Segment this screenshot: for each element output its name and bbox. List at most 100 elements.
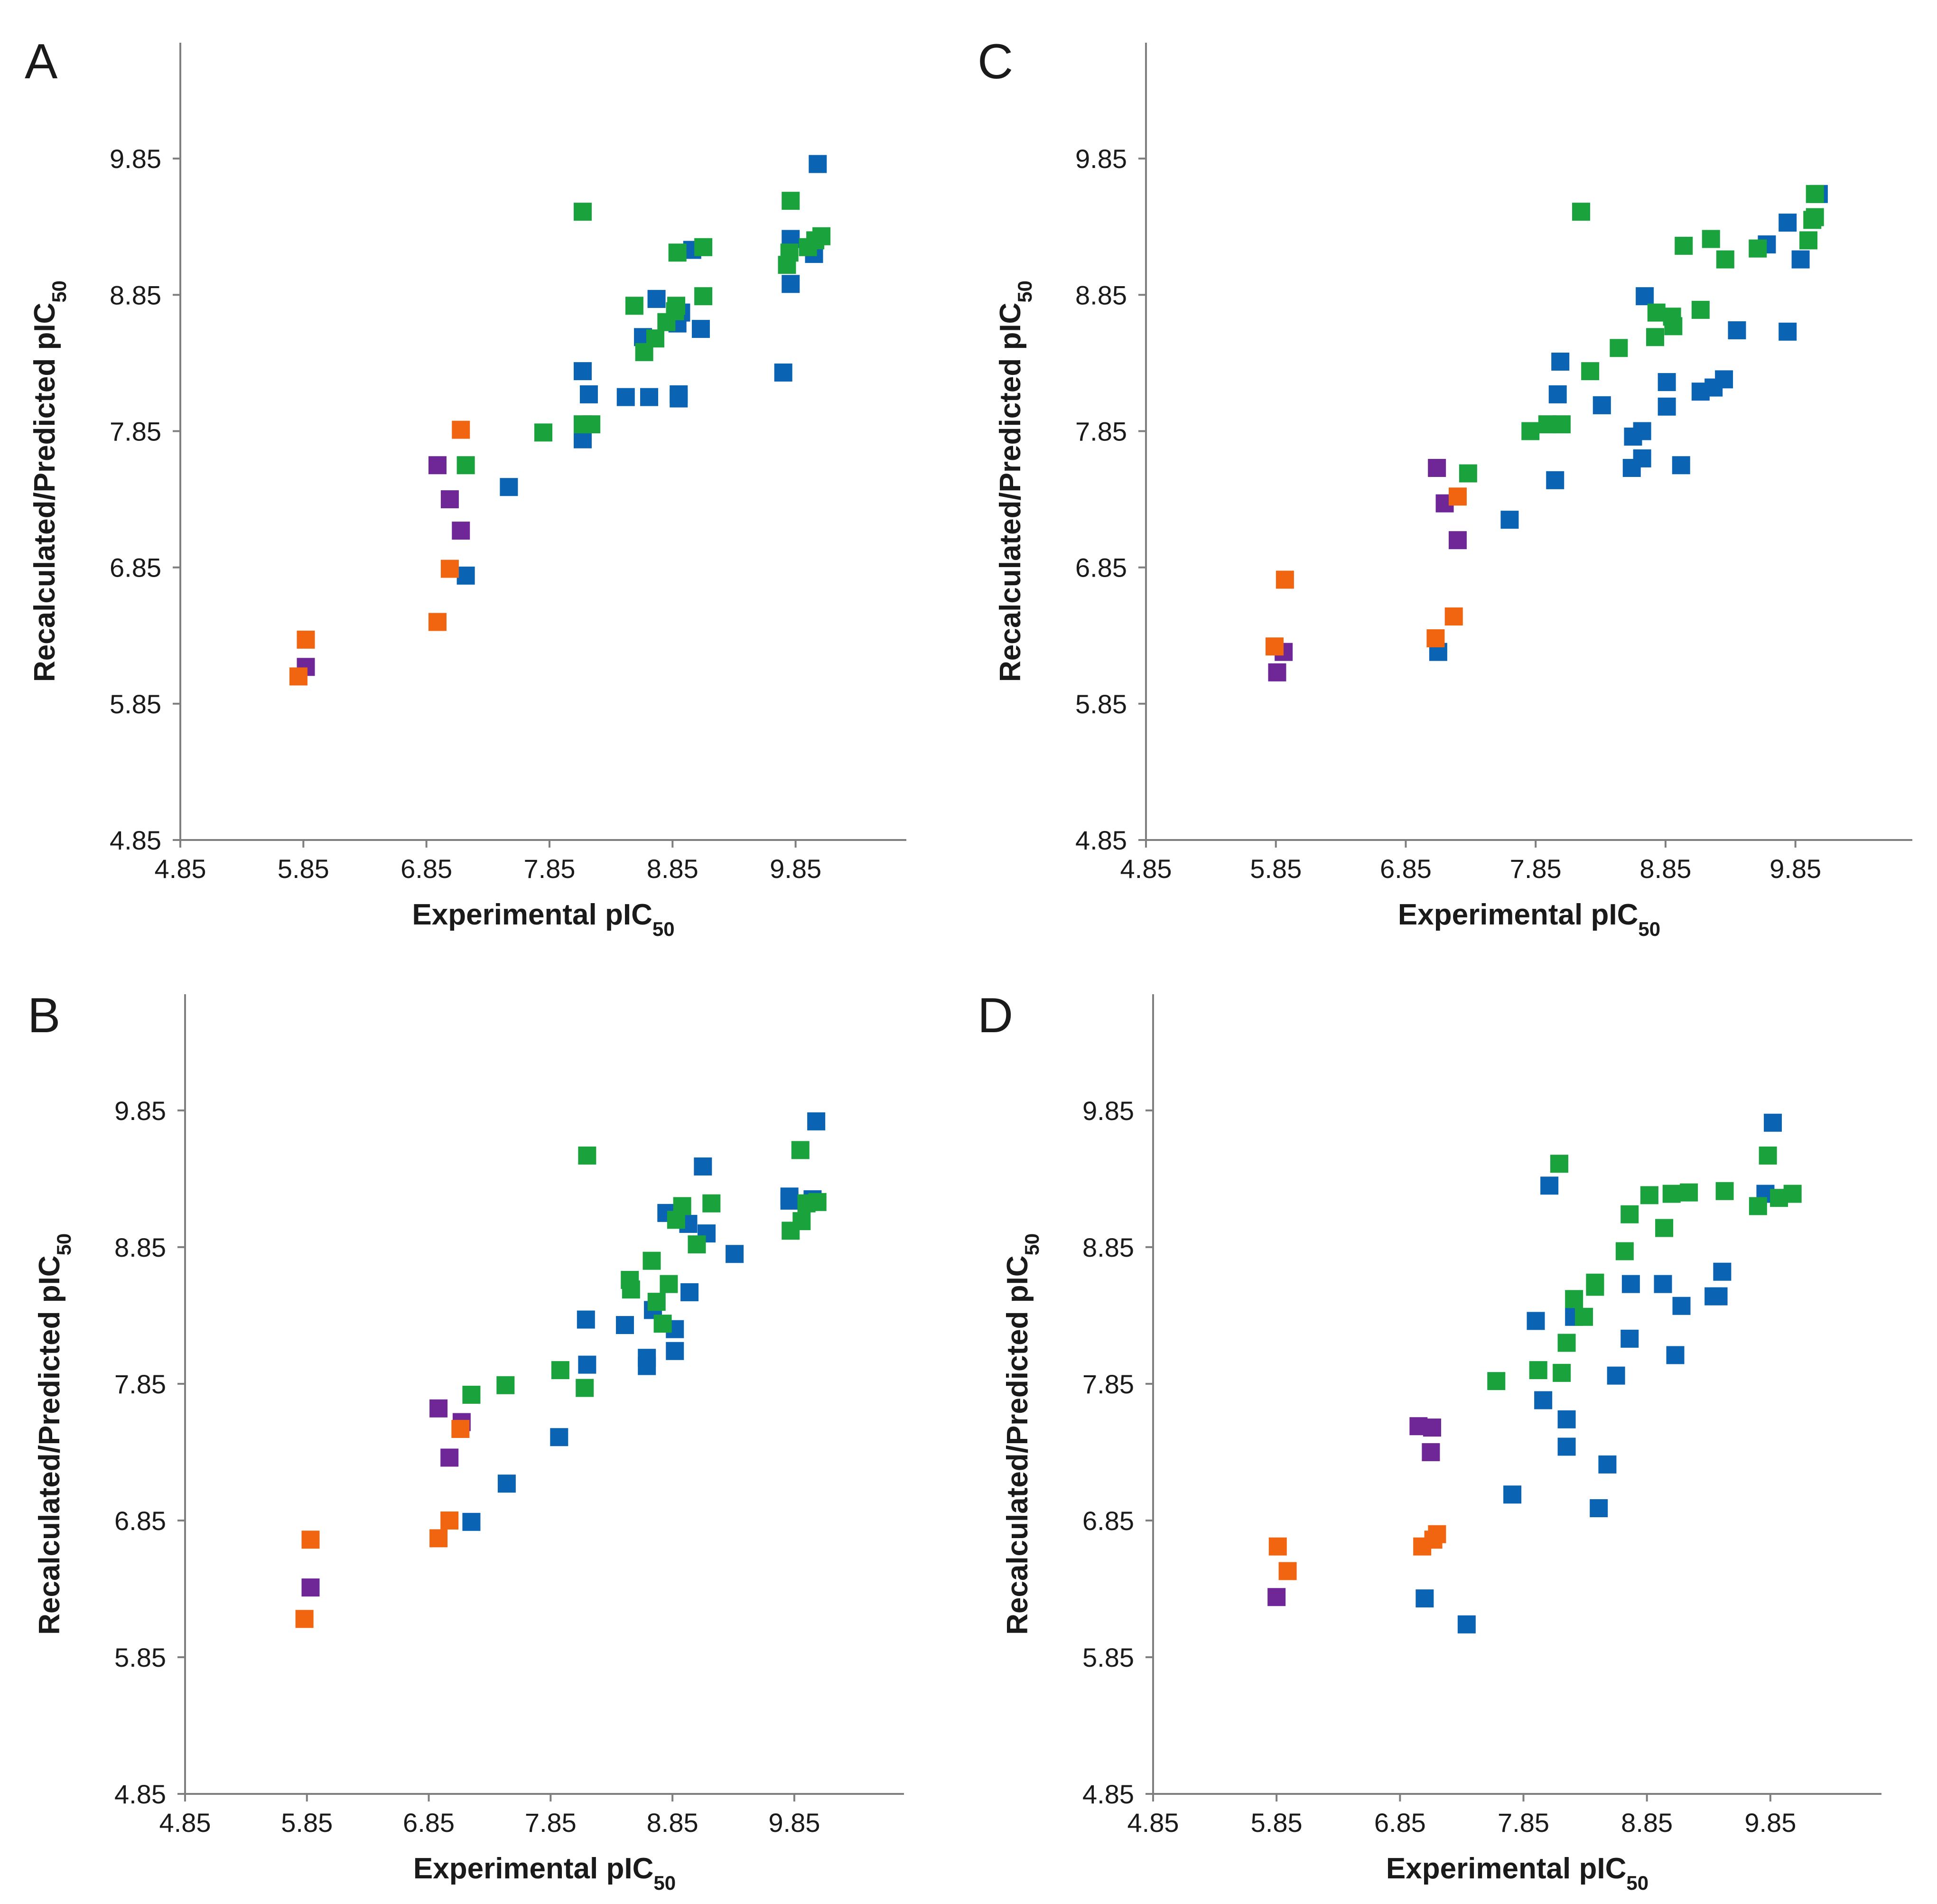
green-data-point (1662, 1185, 1681, 1203)
blue-data-point (1503, 1485, 1522, 1504)
ticks: 4.85 5.85 6.85 7.85 8.85 9.85 4.85 5.85 6.85 7.85… (110, 144, 821, 884)
x-tick-label: 8.85 (647, 854, 698, 884)
green-data-point (534, 423, 552, 442)
panel-c: C 4.85 5.85 6.85 7.85 8.85 9.85 4.85 5.85 6.85 7.… (978, 34, 1912, 940)
x-tick-label: 8.85 (1621, 1808, 1673, 1838)
x-axis-title-main: Experimental pIC (412, 898, 652, 931)
green-data-point (657, 313, 676, 331)
green-data-point (1691, 300, 1710, 319)
green-data-point (782, 1222, 800, 1240)
purple-data-point (1422, 1443, 1440, 1461)
green-data-point (668, 243, 687, 262)
green-data-point (643, 1251, 661, 1270)
orange-data-point (1276, 570, 1294, 589)
blue-data-point (1557, 1437, 1576, 1456)
x-tick-label: 8.85 (647, 1808, 698, 1838)
green-data-point (1715, 1182, 1734, 1200)
y-axis-title-main: Recalculated/Predicted pIC (1001, 1255, 1034, 1634)
x-axis-title-subscript: 50 (652, 918, 675, 940)
green-data-point (1675, 236, 1693, 255)
blue-data-point (1621, 1275, 1640, 1293)
green-data-point (621, 1270, 639, 1289)
x-axis-title-main: Experimental pIC (413, 1852, 653, 1885)
green-data-point (1655, 1219, 1674, 1237)
green-data-point (660, 1275, 678, 1293)
y-tick-label: 5.85 (1082, 1643, 1134, 1672)
green-data-point (778, 256, 796, 274)
x-axis-title: Experimental pIC50 (412, 898, 674, 940)
x-tick-label: 9.85 (1769, 854, 1821, 884)
orange-data-point (301, 1531, 320, 1549)
green-data-point (1459, 464, 1477, 483)
blue-data-point (1779, 322, 1797, 341)
y-tick-label: 4.85 (110, 825, 161, 855)
blue-data-point (1527, 1312, 1545, 1330)
blue-data-point (1546, 471, 1564, 489)
x-tick-label: 4.85 (159, 1808, 211, 1838)
x-axis-title-main: Experimental pIC (1398, 898, 1638, 931)
orange-data-point (297, 630, 315, 649)
green-data-point (635, 343, 653, 361)
blue-data-point (573, 362, 592, 381)
green-data-point (1803, 211, 1822, 229)
green-data-point (1610, 339, 1628, 357)
blue-data-point (1598, 1455, 1617, 1474)
blue-data-point (1666, 1346, 1685, 1364)
blue-data-point (1654, 1275, 1672, 1293)
y-tick-label: 4.85 (1082, 1779, 1134, 1809)
green-data-point (1487, 1372, 1506, 1391)
blue-data-point (1764, 1113, 1782, 1132)
x-tick-label: 8.85 (1639, 854, 1691, 884)
blue-data-point (670, 389, 688, 408)
y-tick-label: 4.85 (1075, 825, 1127, 855)
green-data-point (1538, 415, 1556, 434)
y-axis-title: Recalculated/Predicted pIC50 (994, 280, 1036, 682)
orange-data-point (451, 1419, 470, 1438)
x-tick-label: 6.85 (1380, 854, 1432, 884)
blue-data-point (694, 1157, 712, 1176)
y-axis-title: Recalculated/Predicted pIC50 (1001, 1233, 1043, 1635)
green-data-point (1646, 328, 1665, 346)
y-tick-label: 7.85 (1082, 1369, 1134, 1399)
green-data-point (797, 1194, 816, 1213)
blue-data-point (1713, 1262, 1732, 1281)
blue-data-point (578, 1355, 596, 1374)
y-tick-label: 8.85 (1075, 280, 1127, 310)
green-data-point (791, 1141, 810, 1159)
blue-data-point (1620, 1329, 1639, 1348)
green-data-point (551, 1361, 569, 1380)
ticks: 4.85 5.85 6.85 7.85 8.85 9.85 4.85 5.85 6.85 7.85… (114, 1096, 820, 1838)
green-data-point (688, 1235, 706, 1254)
purple-data-point (440, 490, 459, 509)
orange-data-point (1268, 1537, 1287, 1556)
x-tick-label: 9.85 (1744, 1808, 1796, 1838)
y-tick-label: 7.85 (110, 416, 161, 446)
blue-data-point (647, 289, 666, 308)
green-data-point (1749, 239, 1767, 258)
green-data-point (1572, 203, 1590, 221)
panel-label: C (978, 34, 1013, 89)
panel-a: A 4.85 5.85 6.85 7.85 8.85 9.85 4.85 5.85 6.85 7.… (25, 34, 906, 940)
blue-data-point (1500, 511, 1519, 529)
green-data-point (653, 1315, 672, 1333)
orange-data-point (1426, 629, 1445, 647)
green-data-point (667, 1211, 685, 1229)
y-tick-label: 6.85 (110, 553, 161, 583)
y-axis-title-subscript: 50 (48, 280, 70, 303)
blue-data-point (774, 363, 792, 382)
green-data-point (1565, 1290, 1583, 1308)
green-data-point (1749, 1197, 1767, 1215)
orange-data-point (440, 1511, 459, 1530)
y-tick-label: 5.85 (114, 1643, 166, 1672)
green-data-point (576, 1379, 594, 1397)
blue-data-point (1636, 287, 1654, 306)
x-tick-label: 4.85 (155, 854, 206, 884)
purple-data-point (1268, 663, 1286, 681)
x-axis-title-subscript: 50 (1626, 1872, 1648, 1894)
green-data-point (1647, 303, 1666, 322)
green-data-point (1553, 1363, 1571, 1382)
y-tick-label: 4.85 (114, 1779, 166, 1809)
x-tick-label: 6.85 (403, 1808, 455, 1838)
green-data-point (1680, 1183, 1698, 1202)
